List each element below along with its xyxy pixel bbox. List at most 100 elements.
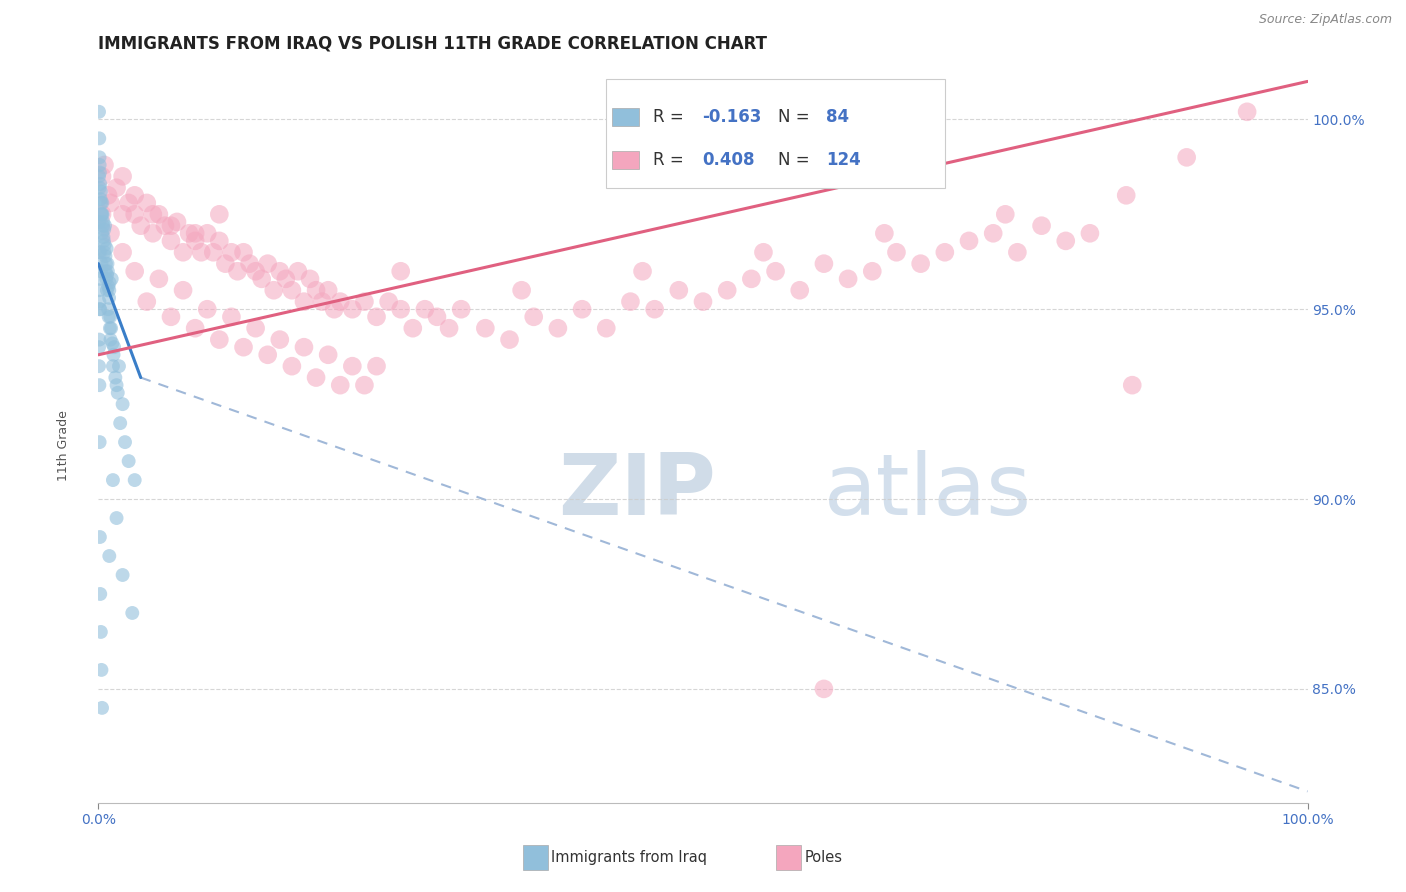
Point — [873, 227, 896, 241]
Point — [124, 188, 146, 202]
Point — [100, 227, 122, 241]
Point — [994, 207, 1017, 221]
Point — [329, 378, 352, 392]
Point — [98, 549, 121, 563]
Point — [94, 249, 117, 263]
Point — [305, 370, 328, 384]
Point — [91, 215, 114, 229]
Point — [98, 276, 121, 290]
Point — [91, 169, 114, 184]
Point — [292, 340, 315, 354]
Point — [263, 283, 285, 297]
Point — [353, 294, 375, 309]
Point — [353, 378, 375, 392]
Point — [547, 321, 569, 335]
Point — [105, 378, 128, 392]
Point — [226, 264, 249, 278]
Point — [668, 283, 690, 297]
Point — [1007, 245, 1029, 260]
Point — [287, 264, 309, 278]
Point — [221, 245, 243, 260]
Point — [89, 378, 111, 392]
Point — [87, 340, 110, 354]
Point — [96, 272, 118, 286]
Point — [94, 219, 117, 233]
Point — [571, 302, 593, 317]
Point — [96, 242, 118, 256]
Point — [105, 180, 128, 194]
Point — [114, 435, 136, 450]
Point — [269, 333, 291, 347]
Point — [402, 321, 425, 335]
Point — [90, 192, 112, 206]
Point — [232, 340, 254, 354]
Point — [153, 219, 176, 233]
Point — [111, 245, 134, 260]
Point — [886, 245, 908, 260]
Point — [97, 188, 120, 202]
Point — [93, 158, 115, 172]
Point — [87, 104, 110, 119]
Point — [118, 195, 141, 210]
Point — [98, 283, 121, 297]
Point — [111, 397, 134, 411]
Bar — [613, 151, 638, 169]
Point — [789, 283, 811, 297]
Point — [93, 234, 115, 248]
Point — [90, 207, 112, 221]
Point — [104, 370, 127, 384]
Point — [148, 272, 170, 286]
Point — [245, 264, 267, 278]
Point — [89, 215, 111, 229]
Point — [208, 234, 231, 248]
Text: atlas: atlas — [824, 450, 1032, 533]
Point — [1121, 378, 1143, 392]
Point — [498, 333, 520, 347]
Point — [179, 227, 201, 241]
Point — [413, 302, 436, 317]
Point — [342, 359, 364, 374]
Text: -0.163: -0.163 — [702, 108, 761, 126]
Point — [274, 272, 297, 286]
Point — [90, 185, 112, 199]
Point — [129, 219, 152, 233]
Point — [97, 264, 120, 278]
Point — [752, 245, 775, 260]
Bar — [613, 108, 638, 126]
Point — [100, 195, 122, 210]
Text: Source: ZipAtlas.com: Source: ZipAtlas.com — [1258, 13, 1392, 27]
Point — [111, 207, 134, 221]
FancyBboxPatch shape — [606, 79, 945, 187]
Point — [281, 359, 304, 374]
Point — [172, 245, 194, 260]
Point — [89, 180, 111, 194]
Point — [90, 257, 112, 271]
Point — [195, 227, 218, 241]
Point — [1054, 234, 1077, 248]
Point — [510, 283, 533, 297]
Point — [221, 310, 243, 324]
Point — [98, 310, 121, 324]
Point — [190, 245, 212, 260]
Point — [93, 237, 115, 252]
Point — [910, 257, 932, 271]
Point — [101, 359, 124, 374]
Text: Poles: Poles — [804, 850, 842, 864]
Point — [101, 473, 124, 487]
Text: Immigrants from Iraq: Immigrants from Iraq — [551, 850, 707, 864]
Point — [96, 268, 118, 282]
Point — [934, 245, 956, 260]
Point — [860, 264, 883, 278]
Point — [299, 272, 322, 286]
Point — [89, 245, 111, 260]
Point — [523, 310, 546, 324]
Point — [96, 283, 118, 297]
Point — [124, 207, 146, 221]
Point — [160, 310, 183, 324]
Point — [103, 340, 125, 354]
Point — [631, 264, 654, 278]
Point — [97, 279, 120, 293]
Point — [377, 294, 399, 309]
Point — [89, 302, 111, 317]
Point — [124, 264, 146, 278]
